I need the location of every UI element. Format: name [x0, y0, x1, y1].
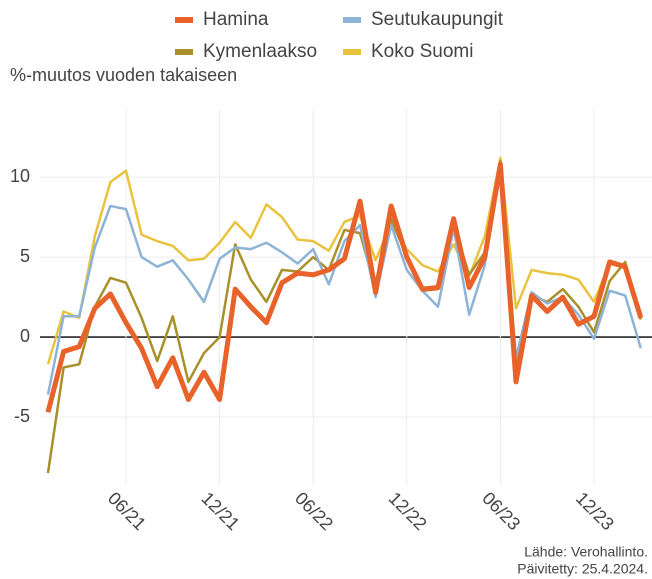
- x-tick-label: 06/23: [478, 488, 524, 534]
- x-tick-label: 12/22: [385, 488, 431, 534]
- y-tick-label: 10: [10, 166, 30, 186]
- x-tick-label: 12/21: [197, 488, 243, 534]
- source: Lähde: Verohallinto.: [524, 544, 648, 560]
- x-tick-label: 06/22: [291, 488, 337, 534]
- y-tick-label: 5: [20, 246, 30, 266]
- x-tick-label: 06/21: [104, 488, 150, 534]
- series-line: [46, 159, 643, 474]
- legend-label: Seutukaupungit: [371, 9, 504, 30]
- y-tick-label: 0: [20, 326, 30, 346]
- x-tick-label: 12/23: [572, 488, 618, 534]
- series-line: [45, 161, 644, 413]
- updated: Päivitetty: 25.4.2024.: [517, 561, 648, 577]
- legend-label: Hamina: [203, 9, 269, 30]
- series-line: [46, 156, 642, 365]
- legend-label: Koko Suomi: [371, 41, 473, 62]
- y-axis-label: %-muutos vuoden takaiseen: [10, 65, 237, 85]
- legend-label: Kymenlaakso: [203, 41, 317, 62]
- y-tick-label: -5: [14, 406, 30, 426]
- series-line: [46, 167, 642, 395]
